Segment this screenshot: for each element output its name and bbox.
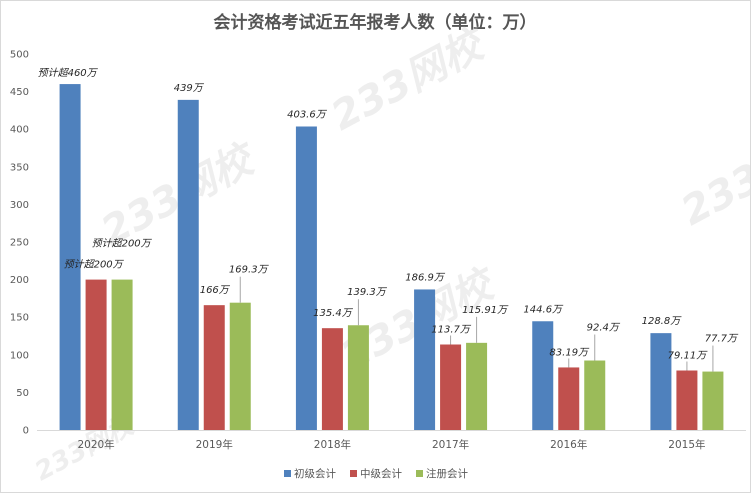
y-tick-label: 350: [10, 162, 29, 173]
legend-swatch: [416, 470, 423, 477]
data-labels-layer: 预计超460万预计超200万预计超200万439万166万169.3万403.6…: [38, 67, 739, 372]
bar: [347, 325, 369, 430]
bar: [466, 342, 488, 430]
y-axis: 0 50 100 150 200 250 300 350 400 450 500: [10, 50, 29, 437]
data-label: 403.6万: [287, 109, 328, 120]
data-label: 169.3万: [229, 265, 270, 276]
data-label: 135.4万: [313, 308, 354, 319]
watermark-text: 233网校: [674, 115, 750, 235]
x-tick-label: 2020年: [77, 438, 114, 451]
y-tick-label: 450: [10, 87, 29, 98]
y-tick-label: 500: [10, 50, 29, 61]
bar: [295, 126, 317, 430]
data-label: 166万: [200, 285, 231, 296]
data-label: 113.7万: [431, 324, 472, 335]
bar: [650, 333, 672, 430]
data-label: 预计超200万: [64, 259, 125, 271]
bars-layer: [59, 84, 724, 430]
watermark-layer: 233网校233网校233网校233网校233网校: [30, 20, 750, 488]
bar: [584, 360, 606, 430]
bar: [532, 321, 554, 430]
bar: [177, 99, 199, 430]
y-tick-label: 0: [23, 426, 29, 437]
bar: [440, 344, 462, 430]
y-tick-label: 250: [10, 238, 29, 249]
bar: [59, 84, 81, 430]
x-tick-label: 2018年: [314, 438, 351, 451]
legend-swatch: [284, 470, 291, 477]
x-tick-label: 2019年: [196, 438, 233, 451]
x-tick-label: 2017年: [432, 438, 469, 451]
x-tick-label: 2016年: [550, 438, 587, 451]
bar: [414, 289, 436, 430]
bar: [676, 370, 698, 430]
bar: [558, 367, 580, 430]
bar: [85, 279, 107, 430]
bar: [702, 371, 724, 430]
data-label: 128.8万: [642, 316, 683, 327]
x-axis: 2020年 2019年 2018年 2017年 2016年 2015年: [37, 430, 746, 451]
legend-label: 初级会计: [294, 467, 336, 480]
data-label: 预计超200万: [92, 238, 153, 250]
data-label: 115.91万: [462, 305, 509, 316]
data-label: 139.3万: [347, 287, 388, 298]
y-tick-label: 400: [10, 125, 29, 136]
bar: [111, 279, 133, 430]
bar: [229, 302, 251, 430]
watermark-text: 233网校: [324, 20, 495, 140]
y-tick-label: 100: [10, 350, 29, 361]
bar: [203, 305, 225, 430]
legend-swatch: [350, 470, 357, 477]
legend-label: 中级会计: [360, 467, 402, 480]
legend: 初级会计 中级会计 注册会计: [284, 467, 468, 480]
y-tick-label: 300: [10, 200, 29, 211]
data-label: 144.6万: [523, 304, 564, 315]
data-label: 439万: [174, 83, 205, 94]
data-label: 79.11万: [668, 351, 709, 362]
data-label: 92.4万: [587, 323, 621, 334]
chart-title: 会计资格考试近五年报考人数（单位：万）: [214, 12, 537, 33]
data-label: 预计超460万: [38, 67, 99, 79]
y-tick-label: 200: [10, 275, 29, 286]
y-tick-label: 50: [16, 388, 29, 399]
bar: [321, 328, 343, 430]
y-tick-label: 150: [10, 313, 29, 324]
legend-label: 注册会计: [426, 467, 468, 480]
data-label: 77.7万: [705, 334, 739, 345]
x-tick-label: 2015年: [668, 438, 705, 451]
data-label: 186.9万: [405, 272, 446, 283]
data-label: 83.19万: [549, 347, 590, 358]
